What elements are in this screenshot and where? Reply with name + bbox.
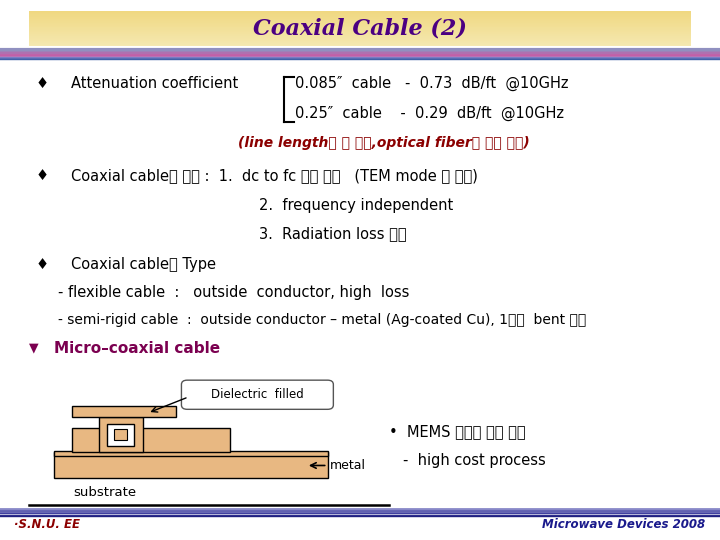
Bar — [29, 16, 691, 17]
Text: Microwave Devices 2008: Microwave Devices 2008 — [542, 518, 706, 531]
Bar — [29, 21, 691, 22]
Text: - semi-rigid cable  :  outside conductor – metal (Ag-coated Cu), 1번만  bent 가능: - semi-rigid cable : outside conductor –… — [58, 313, 586, 327]
Text: metal: metal — [330, 459, 366, 472]
Text: Coaxial cable의 장점 :  1.  dc to fc 까지 동작   (TEM mode 로 인해): Coaxial cable의 장점 : 1. dc to fc 까지 동작 (T… — [71, 168, 477, 183]
Text: Dielectric  filled: Dielectric filled — [212, 388, 304, 401]
Bar — [29, 18, 691, 19]
FancyBboxPatch shape — [181, 380, 333, 409]
Bar — [29, 23, 691, 24]
Text: - flexible cable  :   outside  conductor, high  loss: - flexible cable : outside conductor, hi… — [58, 285, 409, 300]
Bar — [29, 40, 691, 42]
Text: ·S.N.U. EE: ·S.N.U. EE — [14, 518, 81, 531]
Text: 0.25″  cable    -  0.29  dB/ft  @10GHz: 0.25″ cable - 0.29 dB/ft @10GHz — [295, 106, 564, 121]
Bar — [29, 33, 691, 35]
Text: substrate: substrate — [73, 486, 136, 499]
Bar — [29, 42, 691, 43]
Bar — [72, 428, 230, 452]
Bar — [107, 424, 134, 446]
Text: ♦: ♦ — [36, 168, 49, 183]
Text: Coaxial cable의 Type: Coaxial cable의 Type — [71, 257, 215, 272]
Bar — [29, 26, 691, 28]
Bar — [29, 30, 691, 31]
Bar — [29, 15, 691, 16]
Bar — [29, 31, 691, 32]
Bar — [29, 12, 691, 14]
Text: ♦: ♦ — [36, 257, 49, 272]
Bar — [29, 35, 691, 36]
Text: Attenuation coefficient: Attenuation coefficient — [71, 76, 238, 91]
Bar — [29, 25, 691, 26]
Bar — [54, 451, 328, 456]
Bar — [29, 36, 691, 37]
Text: Coaxial Cable (2): Coaxial Cable (2) — [253, 17, 467, 39]
Text: 2.  frequency independent: 2. frequency independent — [259, 198, 454, 213]
Text: ♦: ♦ — [36, 76, 49, 91]
Bar — [29, 24, 691, 25]
Bar — [29, 43, 691, 44]
Bar — [29, 38, 691, 39]
Bar — [29, 28, 691, 29]
Text: 0.085″  cable   -  0.73  dB/ft  @10GHz: 0.085″ cable - 0.73 dB/ft @10GHz — [295, 76, 569, 91]
Bar — [29, 45, 691, 46]
Bar — [29, 44, 691, 45]
Bar — [29, 17, 691, 18]
Bar — [29, 19, 691, 21]
Bar — [29, 39, 691, 40]
Bar — [29, 32, 691, 33]
Text: Micro–coaxial cable: Micro–coaxial cable — [54, 341, 220, 356]
Text: 3.  Radiation loss 없음: 3. Radiation loss 없음 — [259, 226, 407, 241]
Bar — [29, 37, 691, 38]
Bar — [29, 11, 691, 12]
Bar — [72, 406, 176, 417]
Text: ▼: ▼ — [29, 342, 38, 355]
Bar — [54, 452, 328, 478]
Bar — [114, 429, 127, 440]
Text: (line length가 클 경우,optical fiber로 대체 필요): (line length가 클 경우,optical fiber로 대체 필요) — [238, 136, 529, 150]
Text: •  MEMS 기술로 제작 가능: • MEMS 기술로 제작 가능 — [389, 424, 526, 440]
Bar — [29, 29, 691, 30]
Bar — [99, 417, 143, 452]
Text: -  high cost process: - high cost process — [403, 453, 546, 468]
Bar — [29, 22, 691, 23]
